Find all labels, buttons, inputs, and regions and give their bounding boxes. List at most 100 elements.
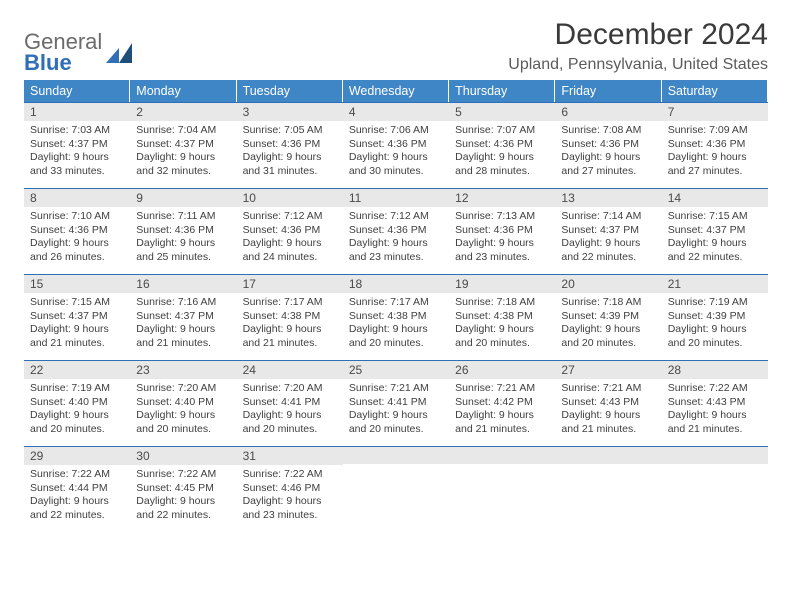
calendar-cell-empty — [449, 446, 555, 532]
day-number: 12 — [449, 189, 555, 207]
day-header: Saturday — [662, 80, 768, 102]
day-header: Monday — [130, 80, 236, 102]
day-number: 4 — [343, 103, 449, 121]
calendar-cell: 17Sunrise: 7:17 AMSunset: 4:38 PMDayligh… — [237, 274, 343, 360]
day-header: Sunday — [24, 80, 130, 102]
calendar-cell: 25Sunrise: 7:21 AMSunset: 4:41 PMDayligh… — [343, 360, 449, 446]
calendar-cell-empty — [343, 446, 449, 532]
day-details: Sunrise: 7:03 AMSunset: 4:37 PMDaylight:… — [24, 121, 130, 185]
day-details: Sunrise: 7:17 AMSunset: 4:38 PMDaylight:… — [237, 293, 343, 357]
calendar-cell: 31Sunrise: 7:22 AMSunset: 4:46 PMDayligh… — [237, 446, 343, 532]
day-number: 27 — [555, 361, 661, 379]
calendar-cell: 15Sunrise: 7:15 AMSunset: 4:37 PMDayligh… — [24, 274, 130, 360]
calendar-cell: 14Sunrise: 7:15 AMSunset: 4:37 PMDayligh… — [662, 188, 768, 274]
day-number: 13 — [555, 189, 661, 207]
day-number: 29 — [24, 447, 130, 465]
day-number: 25 — [343, 361, 449, 379]
location: Upland, Pennsylvania, United States — [508, 56, 768, 74]
day-details: Sunrise: 7:19 AMSunset: 4:40 PMDaylight:… — [24, 379, 130, 443]
calendar-cell: 19Sunrise: 7:18 AMSunset: 4:38 PMDayligh… — [449, 274, 555, 360]
day-number: 9 — [130, 189, 236, 207]
calendar-cell: 30Sunrise: 7:22 AMSunset: 4:45 PMDayligh… — [130, 446, 236, 532]
day-header: Wednesday — [343, 80, 449, 102]
calendar-cell: 20Sunrise: 7:18 AMSunset: 4:39 PMDayligh… — [555, 274, 661, 360]
calendar-cell: 10Sunrise: 7:12 AMSunset: 4:36 PMDayligh… — [237, 188, 343, 274]
day-details: Sunrise: 7:05 AMSunset: 4:36 PMDaylight:… — [237, 121, 343, 185]
calendar-grid: SundayMondayTuesdayWednesdayThursdayFrid… — [24, 80, 768, 532]
day-details: Sunrise: 7:20 AMSunset: 4:41 PMDaylight:… — [237, 379, 343, 443]
day-details: Sunrise: 7:22 AMSunset: 4:46 PMDaylight:… — [237, 465, 343, 529]
calendar-cell: 24Sunrise: 7:20 AMSunset: 4:41 PMDayligh… — [237, 360, 343, 446]
title-block: December 2024 Upland, Pennsylvania, Unit… — [508, 18, 768, 74]
calendar-cell: 21Sunrise: 7:19 AMSunset: 4:39 PMDayligh… — [662, 274, 768, 360]
day-number — [555, 447, 661, 464]
day-number: 18 — [343, 275, 449, 293]
day-number: 30 — [130, 447, 236, 465]
day-number: 19 — [449, 275, 555, 293]
calendar-cell: 27Sunrise: 7:21 AMSunset: 4:43 PMDayligh… — [555, 360, 661, 446]
day-number: 28 — [662, 361, 768, 379]
day-details: Sunrise: 7:15 AMSunset: 4:37 PMDaylight:… — [24, 293, 130, 357]
day-details: Sunrise: 7:18 AMSunset: 4:39 PMDaylight:… — [555, 293, 661, 357]
calendar-cell: 6Sunrise: 7:08 AMSunset: 4:36 PMDaylight… — [555, 102, 661, 188]
day-number — [662, 447, 768, 464]
day-number: 3 — [237, 103, 343, 121]
day-number — [343, 447, 449, 464]
month-title: December 2024 — [508, 18, 768, 52]
day-number: 22 — [24, 361, 130, 379]
calendar-cell-empty — [662, 446, 768, 532]
header: General Blue December 2024 Upland, Penns… — [24, 18, 768, 74]
day-details: Sunrise: 7:11 AMSunset: 4:36 PMDaylight:… — [130, 207, 236, 271]
day-number: 31 — [237, 447, 343, 465]
day-details: Sunrise: 7:10 AMSunset: 4:36 PMDaylight:… — [24, 207, 130, 271]
calendar-cell: 18Sunrise: 7:17 AMSunset: 4:38 PMDayligh… — [343, 274, 449, 360]
day-details: Sunrise: 7:22 AMSunset: 4:44 PMDaylight:… — [24, 465, 130, 529]
calendar-cell: 29Sunrise: 7:22 AMSunset: 4:44 PMDayligh… — [24, 446, 130, 532]
logo-blue: Blue — [24, 50, 72, 75]
logo-mark-icon — [106, 43, 132, 63]
calendar-cell: 2Sunrise: 7:04 AMSunset: 4:37 PMDaylight… — [130, 102, 236, 188]
day-number: 23 — [130, 361, 236, 379]
day-number: 8 — [24, 189, 130, 207]
day-details: Sunrise: 7:22 AMSunset: 4:43 PMDaylight:… — [662, 379, 768, 443]
day-details: Sunrise: 7:04 AMSunset: 4:37 PMDaylight:… — [130, 121, 236, 185]
calendar-cell: 7Sunrise: 7:09 AMSunset: 4:36 PMDaylight… — [662, 102, 768, 188]
day-details: Sunrise: 7:15 AMSunset: 4:37 PMDaylight:… — [662, 207, 768, 271]
day-details: Sunrise: 7:08 AMSunset: 4:36 PMDaylight:… — [555, 121, 661, 185]
day-number: 21 — [662, 275, 768, 293]
logo-text: General Blue — [24, 32, 102, 74]
day-details: Sunrise: 7:20 AMSunset: 4:40 PMDaylight:… — [130, 379, 236, 443]
day-header: Tuesday — [237, 80, 343, 102]
calendar-cell: 22Sunrise: 7:19 AMSunset: 4:40 PMDayligh… — [24, 360, 130, 446]
day-details: Sunrise: 7:07 AMSunset: 4:36 PMDaylight:… — [449, 121, 555, 185]
day-header: Thursday — [449, 80, 555, 102]
day-details: Sunrise: 7:21 AMSunset: 4:43 PMDaylight:… — [555, 379, 661, 443]
day-number: 16 — [130, 275, 236, 293]
day-number: 6 — [555, 103, 661, 121]
day-number: 10 — [237, 189, 343, 207]
day-details: Sunrise: 7:12 AMSunset: 4:36 PMDaylight:… — [343, 207, 449, 271]
day-number: 20 — [555, 275, 661, 293]
calendar-cell: 16Sunrise: 7:16 AMSunset: 4:37 PMDayligh… — [130, 274, 236, 360]
day-details: Sunrise: 7:19 AMSunset: 4:39 PMDaylight:… — [662, 293, 768, 357]
calendar-cell: 4Sunrise: 7:06 AMSunset: 4:36 PMDaylight… — [343, 102, 449, 188]
calendar-cell: 3Sunrise: 7:05 AMSunset: 4:36 PMDaylight… — [237, 102, 343, 188]
day-details: Sunrise: 7:12 AMSunset: 4:36 PMDaylight:… — [237, 207, 343, 271]
day-details: Sunrise: 7:14 AMSunset: 4:37 PMDaylight:… — [555, 207, 661, 271]
calendar-cell-empty — [555, 446, 661, 532]
day-number: 17 — [237, 275, 343, 293]
calendar-cell: 26Sunrise: 7:21 AMSunset: 4:42 PMDayligh… — [449, 360, 555, 446]
day-details: Sunrise: 7:21 AMSunset: 4:41 PMDaylight:… — [343, 379, 449, 443]
day-number: 7 — [662, 103, 768, 121]
calendar-cell: 1Sunrise: 7:03 AMSunset: 4:37 PMDaylight… — [24, 102, 130, 188]
day-number — [449, 447, 555, 464]
day-details: Sunrise: 7:18 AMSunset: 4:38 PMDaylight:… — [449, 293, 555, 357]
day-details: Sunrise: 7:22 AMSunset: 4:45 PMDaylight:… — [130, 465, 236, 529]
day-number: 2 — [130, 103, 236, 121]
calendar-cell: 12Sunrise: 7:13 AMSunset: 4:36 PMDayligh… — [449, 188, 555, 274]
day-number: 5 — [449, 103, 555, 121]
day-details: Sunrise: 7:09 AMSunset: 4:36 PMDaylight:… — [662, 121, 768, 185]
logo: General Blue — [24, 32, 132, 74]
calendar-cell: 5Sunrise: 7:07 AMSunset: 4:36 PMDaylight… — [449, 102, 555, 188]
day-details: Sunrise: 7:17 AMSunset: 4:38 PMDaylight:… — [343, 293, 449, 357]
